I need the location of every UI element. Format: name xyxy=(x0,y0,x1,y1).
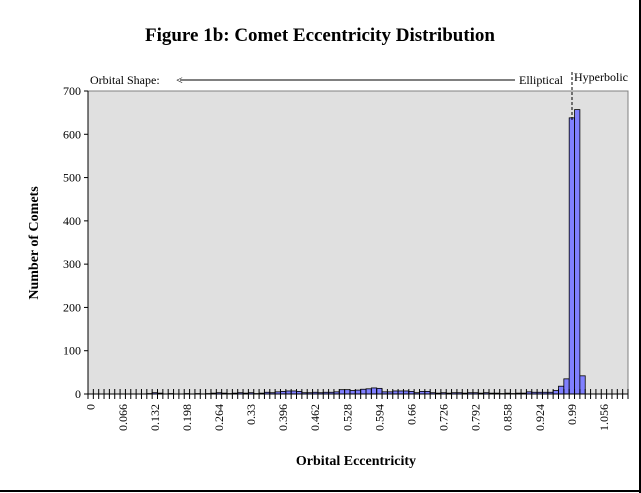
bar xyxy=(344,389,351,395)
x-tick-label: 0.594 xyxy=(372,404,386,431)
y-tick-label: 200 xyxy=(63,300,81,314)
x-tick-label: 0.792 xyxy=(469,404,483,431)
bar xyxy=(568,117,575,395)
x-tick-label: 0.132 xyxy=(148,404,162,431)
bar xyxy=(552,390,559,395)
elliptical-label: Elliptical xyxy=(519,73,564,87)
bar xyxy=(579,375,586,395)
y-tick-label: 400 xyxy=(63,214,81,228)
bar xyxy=(349,390,356,395)
y-tick-label: 100 xyxy=(63,344,81,358)
bar xyxy=(338,389,346,395)
y-axis-label: Number of Comets xyxy=(27,186,42,300)
bar xyxy=(365,388,372,395)
x-tick-label: 0 xyxy=(84,404,98,410)
bar xyxy=(354,389,362,395)
bar xyxy=(574,109,581,395)
x-tick-label: 0.528 xyxy=(340,404,354,431)
x-tick-label: 0.726 xyxy=(437,404,451,431)
x-tick-label: 0.33 xyxy=(244,404,258,425)
orbital-shape-label: Orbital Shape: xyxy=(90,73,160,87)
x-tick-label: 0.066 xyxy=(116,404,130,431)
y-tick-label: 600 xyxy=(63,127,81,141)
y-tick-label: 500 xyxy=(63,171,81,185)
x-tick-label: 0.858 xyxy=(501,404,515,431)
y-tick-label: 700 xyxy=(63,84,81,98)
x-tick-label: 0.396 xyxy=(276,404,290,431)
arrow-head: < xyxy=(176,73,183,87)
x-axis-label: Orbital Eccentricity xyxy=(296,454,416,469)
x-tick-label: 0.924 xyxy=(533,404,547,431)
x-tick-label: 0.99 xyxy=(565,404,579,425)
bar xyxy=(370,387,378,395)
bar xyxy=(376,387,383,395)
bar xyxy=(563,378,570,395)
plot-area xyxy=(87,90,629,395)
x-tick-label: 0.198 xyxy=(180,404,194,431)
bar xyxy=(360,388,367,395)
x-tick-label: 1.056 xyxy=(597,404,611,431)
x-tick-label: 0.66 xyxy=(404,404,418,425)
bar xyxy=(558,385,565,395)
chart-title: Figure 1b: Comet Eccentricity Distributi… xyxy=(145,25,495,46)
y-tick-label: 0 xyxy=(75,387,81,401)
x-tick-label: 0.264 xyxy=(212,404,226,431)
x-tick-label: 0.462 xyxy=(308,404,322,431)
y-tick-label: 300 xyxy=(63,257,81,271)
hyperbolic-label: Hyperbolic xyxy=(574,70,628,84)
